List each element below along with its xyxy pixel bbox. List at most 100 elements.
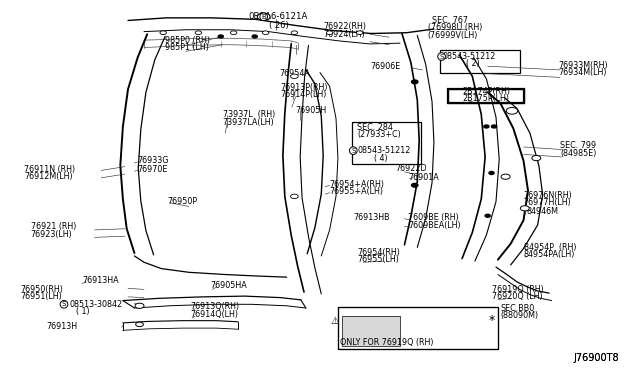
Text: S: S [440,54,444,60]
Text: 08543-51212: 08543-51212 [357,146,410,155]
Bar [338,307,498,349]
Text: 76905H: 76905H [296,106,327,115]
Text: 76901A: 76901A [408,173,439,182]
Text: 73937LA(LH): 73937LA(LH) [223,118,275,126]
Text: (76999V(LH): (76999V(LH) [428,31,478,40]
Text: 76913H: 76913H [46,322,77,331]
Text: 76970E: 76970E [138,165,168,174]
Text: (76998U (RH): (76998U (RH) [428,23,482,32]
Circle shape [484,125,489,128]
Bar [342,316,400,346]
Circle shape [262,31,269,35]
Text: 76913HA: 76913HA [82,276,118,285]
Text: 76933G: 76933G [138,156,169,165]
Text: S: S [351,148,355,154]
Circle shape [257,13,270,20]
Circle shape [195,31,202,35]
Text: 76914Q(LH): 76914Q(LH) [191,310,239,319]
Text: 08513-30842: 08513-30842 [69,300,122,309]
Text: ⚠: ⚠ [331,316,340,326]
Text: 985P0 (RH): 985P0 (RH) [165,36,210,45]
Circle shape [291,31,298,35]
Text: 76913Q(RH): 76913Q(RH) [191,302,240,311]
Circle shape [160,31,166,35]
Text: 76950P: 76950P [168,197,198,206]
Text: 985P1 (LH): 985P1 (LH) [165,43,209,52]
Text: ( 4): ( 4) [374,154,388,163]
Text: 76919Q (RH): 76919Q (RH) [492,285,543,294]
Text: J76900T8: J76900T8 [574,353,620,363]
Circle shape [326,31,333,35]
Circle shape [135,303,144,308]
Circle shape [506,108,518,114]
Text: 76920Q (LH): 76920Q (LH) [492,292,542,301]
Circle shape [291,194,298,199]
Text: 76950(RH): 76950(RH) [20,285,63,294]
Text: SEC.BB0: SEC.BB0 [500,304,535,312]
Text: S: S [62,301,66,307]
Circle shape [520,206,529,211]
Circle shape [501,174,510,179]
Text: 76955+A(LH): 76955+A(LH) [330,187,383,196]
Text: B: B [261,14,266,20]
Circle shape [485,214,490,217]
Circle shape [252,35,257,38]
Text: 84954PA(LH): 84954PA(LH) [524,250,575,259]
Text: 76954(RH): 76954(RH) [357,248,400,257]
Text: SEC. 799: SEC. 799 [560,141,596,150]
Text: 76976N(RH): 76976N(RH) [524,191,572,200]
Text: ( 1): ( 1) [76,307,89,316]
Text: 7609BE (RH): 7609BE (RH) [408,213,459,222]
Bar [352,122,421,164]
Text: 76912M(LH): 76912M(LH) [24,172,73,181]
Bar [338,307,498,349]
Text: 73937L  (RH): 73937L (RH) [223,110,275,119]
Text: 76911N (RH): 76911N (RH) [24,165,76,174]
Circle shape [356,31,363,35]
Circle shape [136,322,143,327]
Text: 76922(RH): 76922(RH) [323,22,366,31]
Text: 76951(LH): 76951(LH) [20,292,62,301]
Text: 84954P  (RH): 84954P (RH) [524,243,576,252]
Text: 76922D: 76922D [396,164,427,173]
Text: 76914P(LH): 76914P(LH) [280,90,326,99]
Circle shape [412,80,418,84]
Circle shape [412,183,418,187]
Text: 76933M(RH): 76933M(RH) [558,61,608,70]
Text: (27933+C): (27933+C) [357,130,401,139]
Text: 76924(LH): 76924(LH) [323,30,365,39]
Text: 2B175P(LH): 2B175P(LH) [462,94,509,103]
Text: 76906E: 76906E [370,62,400,71]
Text: SEC. 284: SEC. 284 [357,123,393,132]
Text: ( 26): ( 26) [269,21,288,30]
Text: 76977H(LH): 76977H(LH) [524,198,572,207]
Text: ONLY FOR 76919Q (RH): ONLY FOR 76919Q (RH) [340,339,434,347]
Text: 76934M(LH): 76934M(LH) [558,68,607,77]
Text: (88090M): (88090M) [500,311,539,320]
Text: SEC. 767: SEC. 767 [432,16,468,25]
Bar [448,89,524,103]
Text: 2B174P(RH): 2B174P(RH) [462,87,510,96]
Text: J76900T8: J76900T8 [574,353,620,363]
Text: 7609BEA(LH): 7609BEA(LH) [408,221,461,230]
Circle shape [532,155,541,161]
Text: 0B1A6-6121A: 0B1A6-6121A [249,12,308,21]
Text: 76955(LH): 76955(LH) [357,255,399,264]
Text: 84946M: 84946M [526,207,558,216]
Circle shape [492,125,497,128]
Text: 76923(LH): 76923(LH) [31,230,72,239]
Circle shape [291,74,298,78]
Text: (84985E): (84985E) [560,149,596,158]
Text: 76921 (RH): 76921 (RH) [31,222,76,231]
Text: ( 2): ( 2) [466,60,479,68]
Text: 76913P(RH): 76913P(RH) [280,83,328,92]
Circle shape [489,171,494,174]
Text: 76954+A(RH): 76954+A(RH) [330,180,385,189]
Text: 08543-51212: 08543-51212 [443,52,496,61]
Text: 76913HB: 76913HB [353,213,390,222]
Text: *: * [488,314,495,327]
Bar [448,89,524,103]
Text: 76954A: 76954A [279,69,310,78]
Circle shape [218,35,223,38]
Text: 76905HA: 76905HA [210,281,246,290]
